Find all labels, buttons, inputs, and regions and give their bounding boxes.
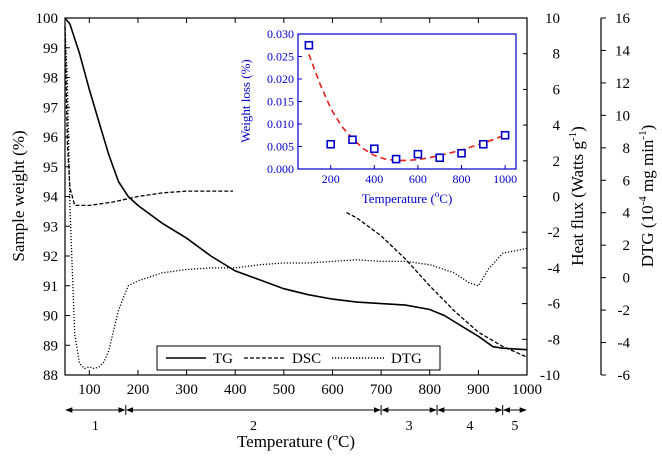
x-tick-label: 200 xyxy=(127,382,150,398)
series-dsc-line xyxy=(64,26,528,358)
left-tick-label: 98 xyxy=(43,71,58,87)
inset-x-tick-label: 400 xyxy=(365,172,383,186)
inset-y-ticks: 0.000 0.005 0.010 0.015 0.020 0.025 0.030 xyxy=(267,27,302,176)
inset-data-point xyxy=(435,153,445,163)
dtg-tick-label: 12 xyxy=(615,76,630,92)
legend-label-tg: TG xyxy=(213,351,233,367)
inset-y-tick-label: 0.000 xyxy=(267,162,294,176)
region-label: 3 xyxy=(406,419,413,434)
dtg-tick-label: 4 xyxy=(623,206,631,222)
inset-y-tick-label: 0.025 xyxy=(267,50,294,64)
inset-y-tick-label: 0.015 xyxy=(267,95,294,109)
heat-tick-label: 2 xyxy=(553,154,561,170)
heat-tick-label: 8 xyxy=(553,47,561,63)
left-tick-label: 94 xyxy=(43,190,59,206)
inset-data-point xyxy=(457,148,466,158)
x-tick-label: 500 xyxy=(273,382,296,398)
region-label: 1 xyxy=(92,419,99,434)
x-tick-label: 600 xyxy=(321,382,344,398)
inset-series xyxy=(304,40,510,164)
dtg-axis-title: DTG (10-4 mg min-1) xyxy=(637,125,657,268)
inset-data-point xyxy=(369,144,379,154)
inset-y-tick-label: 0.020 xyxy=(267,72,294,86)
dtg-tick-label: 14 xyxy=(615,43,631,59)
inset-data-point xyxy=(413,149,423,159)
series-dtg-line xyxy=(64,26,528,370)
legend-label-dtg: DTG xyxy=(391,351,422,367)
dtg-tick-label: 8 xyxy=(623,141,631,157)
legend: TG DSC DTG xyxy=(156,345,441,371)
inset-background xyxy=(233,24,523,212)
x-tick-label: 400 xyxy=(224,382,247,398)
inset-data-point xyxy=(348,135,357,145)
heat-tick-label: -8 xyxy=(548,332,561,348)
series-tg-line xyxy=(64,17,528,351)
inset-y-tick-label: 0.030 xyxy=(267,27,294,41)
dtg-axis: -6 -4 -2 0 2 4 6 8 10 12 14 16 xyxy=(600,11,631,384)
heat-tick-label: 4 xyxy=(553,118,561,134)
x-axis-title: Temperature (oC) xyxy=(237,431,355,451)
heat-tick-label: -4 xyxy=(548,261,561,277)
dtg-tick-label: 10 xyxy=(615,108,630,124)
dtg-tick-label: 2 xyxy=(623,238,631,254)
left-tick-label: 95 xyxy=(43,160,58,176)
series-group xyxy=(64,17,528,370)
legend-label-dsc: DSC xyxy=(292,351,321,367)
x-tick-label: 300 xyxy=(175,382,198,398)
x-tick-label: 800 xyxy=(418,382,441,398)
heat-tick-label: 10 xyxy=(545,11,560,27)
dtg-tick-label: 6 xyxy=(623,173,631,189)
x-tick-label: 100 xyxy=(78,382,101,398)
left-tick-label: 96 xyxy=(43,130,59,146)
dtg-tick-label: -2 xyxy=(618,303,631,319)
left-tick-label: 90 xyxy=(43,309,58,325)
region-label: 2 xyxy=(250,419,257,434)
inset-chart: 200 400 600 800 1000 0.0000.0050.0100.0150.0… xyxy=(233,24,523,212)
dtg-tick-label: 16 xyxy=(615,11,631,27)
inset-x-title: Temperature (oC) xyxy=(362,189,453,206)
region-label: 4 xyxy=(466,419,473,434)
heat-tick-label: 0 xyxy=(553,190,561,206)
inset-y-tick-label: 0.010 xyxy=(267,117,294,131)
inset-x-tick-label: 800 xyxy=(453,172,471,186)
inset-data-point xyxy=(326,139,336,149)
inset-fit-curve xyxy=(308,54,506,162)
heat-tick-label: -6 xyxy=(548,297,561,313)
left-tick-label: 91 xyxy=(43,279,58,295)
left-tick-label: 99 xyxy=(43,41,58,57)
left-tick-label: 89 xyxy=(43,338,58,354)
inset-y-title: Weight loss (%) xyxy=(238,59,253,142)
heat-tick-label: -10 xyxy=(540,368,560,384)
x-tick-label: 700 xyxy=(370,382,393,398)
inset-x-tick-label: 1000 xyxy=(493,172,517,186)
heat-flux-axis: -10 -8 -6 -4 -2 0 2 4 6 8 10 xyxy=(522,11,561,384)
inset-data-point xyxy=(304,40,314,50)
left-tick-label: 93 xyxy=(43,219,58,235)
x-axis-ticks: 100 200 300 400 500 600 700 800 900 1000 xyxy=(78,18,542,398)
inset-data-point xyxy=(478,139,488,149)
heat-tick-label: -2 xyxy=(548,225,561,241)
dtg-tick-label: -4 xyxy=(618,336,631,352)
inset-x-tick-label: 600 xyxy=(409,172,427,186)
dtg-tick-label: -6 xyxy=(618,368,631,384)
left-axis-title: Sample weight (%) xyxy=(9,130,28,261)
left-tick-label: 92 xyxy=(43,249,58,265)
x-tick-label: 1000 xyxy=(512,382,542,398)
left-tick-label: 97 xyxy=(43,100,59,116)
left-tick-label: 88 xyxy=(43,368,58,384)
inset-x-ticks: 200 400 600 800 1000 xyxy=(322,165,517,186)
inset-data-point xyxy=(500,130,510,140)
dtg-tick-label: 0 xyxy=(623,271,631,287)
left-axis-ticks: 88 89 90 91 92 93 94 95 96 97 98 99 100 xyxy=(36,11,70,384)
region-label: 5 xyxy=(511,419,518,434)
x-tick-label: 900 xyxy=(467,382,490,398)
temperature-regions: 1 2 3 4 5 xyxy=(65,405,527,434)
inset-data-point xyxy=(391,154,401,164)
inset-y-tick-label: 0.005 xyxy=(267,140,294,154)
inset-x-tick-label: 200 xyxy=(322,172,340,186)
heat-tick-label: 6 xyxy=(553,82,561,98)
left-tick-label: 100 xyxy=(36,11,59,27)
heat-flux-axis-title: Heat flux (Watts g-1) xyxy=(567,126,587,266)
